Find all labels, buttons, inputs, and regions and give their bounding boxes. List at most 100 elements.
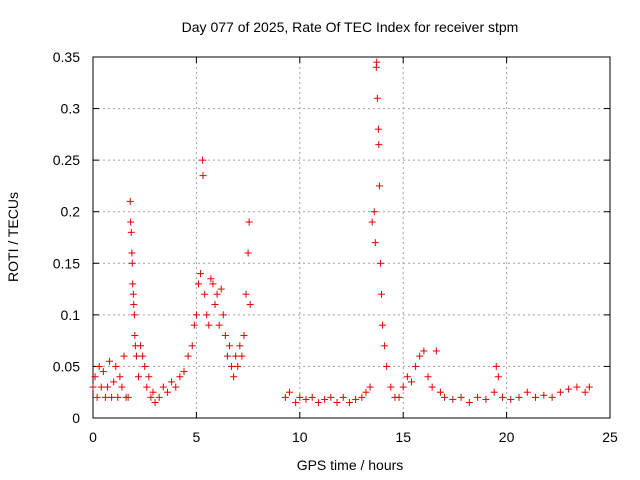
data-point	[368, 218, 376, 226]
data-point	[180, 368, 188, 376]
data-point	[223, 352, 231, 360]
data-point	[230, 373, 238, 381]
data-point	[184, 352, 192, 360]
data-point	[373, 94, 381, 102]
data-point	[124, 393, 132, 401]
data-point	[474, 393, 482, 401]
data-point	[492, 362, 500, 370]
y-axis-label: ROTI / TECUs	[5, 192, 21, 282]
data-point	[103, 383, 111, 391]
data-point	[131, 331, 139, 339]
y-tick-label: 0.1	[61, 307, 81, 323]
data-point	[215, 321, 223, 329]
y-tick-label: 0.05	[53, 358, 80, 374]
data-point	[129, 280, 137, 288]
data-point	[585, 383, 593, 391]
data-point	[106, 357, 114, 365]
data-point	[238, 352, 246, 360]
data-point	[172, 383, 180, 391]
x-tick-label: 0	[89, 429, 97, 445]
data-point	[296, 393, 304, 401]
data-point	[101, 393, 109, 401]
data-point	[358, 393, 366, 401]
data-point	[412, 362, 420, 370]
data-point	[245, 218, 253, 226]
data-point	[246, 301, 254, 309]
data-point	[321, 395, 329, 403]
data-point	[432, 347, 440, 355]
data-point	[375, 141, 383, 149]
data-point	[201, 290, 209, 298]
data-point	[240, 331, 248, 339]
data-point	[387, 383, 395, 391]
data-points	[89, 58, 593, 407]
data-point	[93, 393, 101, 401]
data-point	[134, 373, 142, 381]
data-point	[114, 393, 122, 401]
x-tick-label: 5	[193, 429, 201, 445]
data-point	[176, 373, 184, 381]
data-point	[118, 383, 126, 391]
data-point	[205, 321, 213, 329]
data-point	[436, 388, 444, 396]
data-point	[395, 393, 403, 401]
data-point	[194, 280, 202, 288]
data-point	[192, 311, 200, 319]
plot-frame	[92, 56, 611, 419]
data-point	[383, 362, 391, 370]
data-point	[449, 395, 457, 403]
data-point	[151, 399, 159, 407]
data-point	[141, 362, 149, 370]
x-tick-label: 15	[395, 429, 411, 445]
data-point	[128, 249, 136, 257]
data-point	[197, 270, 205, 278]
data-point	[333, 399, 341, 407]
data-point	[112, 362, 120, 370]
data-point	[507, 395, 515, 403]
data-point	[532, 393, 540, 401]
y-tick-label: 0.25	[53, 152, 80, 168]
y-tick-label: 0.35	[53, 49, 80, 65]
data-point	[225, 342, 233, 350]
data-point	[217, 285, 225, 293]
data-point	[581, 388, 589, 396]
data-point	[366, 383, 374, 391]
data-point	[127, 228, 135, 236]
data-point	[314, 399, 322, 407]
data-point	[403, 373, 411, 381]
data-point	[424, 373, 432, 381]
data-point	[327, 393, 335, 401]
data-point	[379, 321, 387, 329]
data-point	[565, 385, 573, 393]
data-point	[371, 239, 379, 247]
data-point	[352, 395, 360, 403]
data-point	[163, 388, 171, 396]
data-point	[540, 391, 548, 399]
data-point	[302, 395, 310, 403]
data-point	[228, 362, 236, 370]
data-point	[199, 156, 207, 164]
data-point	[128, 259, 136, 267]
grid	[93, 57, 610, 418]
data-point	[120, 352, 128, 360]
data-point	[143, 383, 151, 391]
data-point	[130, 311, 138, 319]
data-point	[441, 393, 449, 401]
data-point	[190, 321, 198, 329]
data-point	[465, 399, 473, 407]
data-point	[137, 342, 145, 350]
data-point	[130, 301, 138, 309]
data-point	[573, 383, 581, 391]
data-point	[99, 368, 107, 376]
data-point	[407, 378, 415, 386]
data-point	[91, 373, 99, 381]
data-point	[147, 393, 155, 401]
data-point	[203, 311, 211, 319]
y-tick-label: 0.3	[61, 101, 81, 117]
data-point	[308, 393, 316, 401]
data-point	[242, 290, 250, 298]
data-point	[428, 383, 436, 391]
data-point	[199, 172, 207, 180]
data-point	[374, 125, 382, 133]
data-point	[381, 342, 389, 350]
